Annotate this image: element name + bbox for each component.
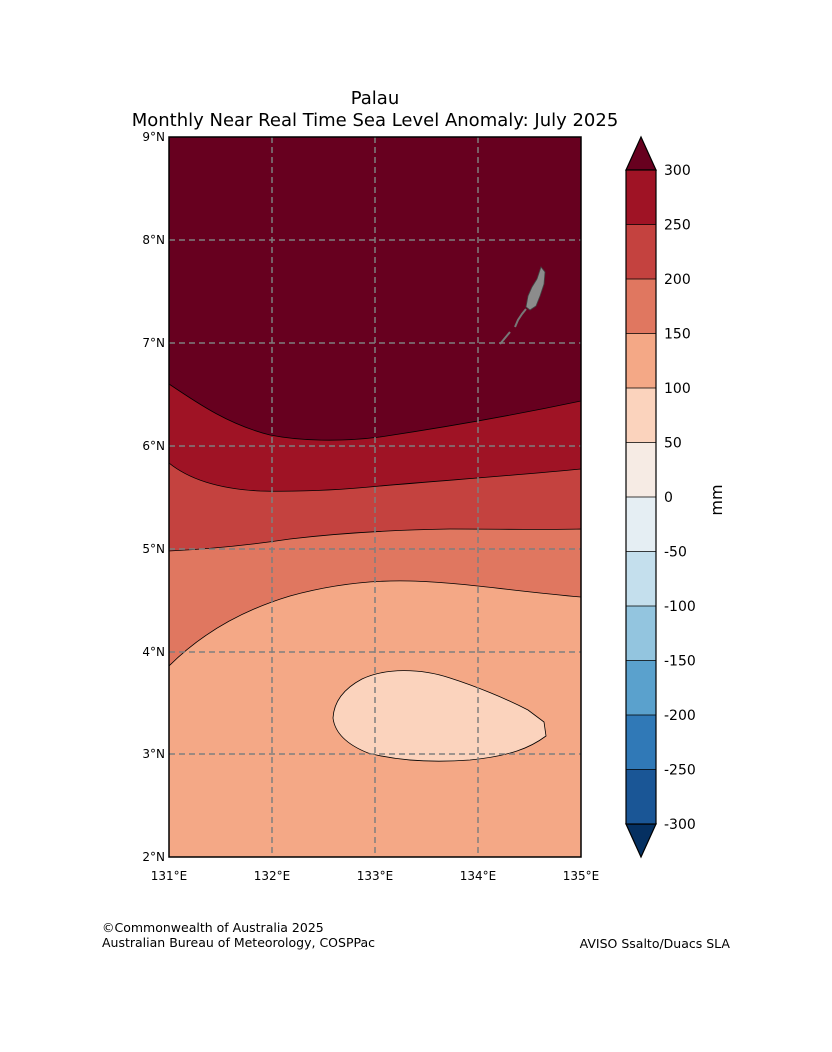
colorbar-segment [626, 333, 656, 389]
colorbar-segment [626, 769, 656, 825]
colorbar-tick-label: 300 [664, 163, 691, 179]
colorbar-tick-label: -200 [664, 708, 696, 724]
colorbar-tick-label: 50 [664, 436, 682, 452]
colorbar-tick-label: -100 [664, 599, 696, 615]
colorbar-tick-label: -250 [664, 763, 696, 779]
lat-tick-label: 3°N [142, 747, 165, 761]
colorbar-tick-label: 250 [664, 218, 691, 234]
lat-tick-label: 7°N [142, 336, 165, 350]
lat-tick-label: 2°N [142, 850, 165, 864]
lat-tick-labels: 9°N 8°N 7°N 6°N 5°N 4°N 3°N 2°N [142, 130, 165, 864]
palau-island-chain [499, 308, 527, 345]
colorbar-under-arrow [625, 823, 657, 859]
colorbar-segment [626, 279, 656, 334]
colorbar-tick-label: -300 [664, 817, 696, 833]
colorbar-tick-label: -50 [664, 545, 687, 561]
colorbar-segment [626, 224, 656, 280]
colorbar-tick-label: 200 [664, 272, 691, 288]
lon-tick-label: 135°E [563, 869, 600, 883]
map-subtitle: Monthly Near Real Time Sea Level Anomaly… [131, 110, 619, 131]
colorbar-segment [626, 715, 656, 770]
lat-tick-label: 9°N [142, 130, 165, 144]
palau-island-land [525, 266, 546, 311]
lat-tick-label: 6°N [142, 439, 165, 453]
credit-text: Australian Bureau of Meteorology, COSPPa… [102, 935, 375, 950]
colorbar-segment [626, 660, 656, 716]
copyright-text: ©Commonwealth of Australia 2025 [102, 920, 324, 935]
data-source-text: AVISO Ssalto/Duacs SLA [579, 936, 730, 951]
map-frame [168, 136, 582, 858]
lon-tick-labels: 131°E 132°E 133°E 134°E 135°E [151, 869, 600, 883]
colorbar: 300 250 200 150 100 50 0 -50 -100 -150 -200 -250 -30… [625, 135, 696, 859]
colorbar-segment [626, 497, 656, 552]
lat-tick-label: 8°N [142, 233, 165, 247]
lon-tick-label: 132°E [254, 869, 291, 883]
colorbar-segment [626, 606, 656, 661]
colorbar-tick-label: 150 [664, 327, 691, 343]
colorbar-segment [626, 551, 656, 607]
lon-tick-label: 133°E [357, 869, 394, 883]
colorbar-segment [626, 442, 656, 498]
lon-tick-label: 134°E [460, 869, 497, 883]
colorbar-over-arrow [625, 135, 657, 171]
colorbar-segment [626, 170, 656, 225]
lat-tick-label: 5°N [142, 542, 165, 556]
colorbar-unit-label: mm [707, 484, 726, 515]
grid-lines [169, 137, 581, 857]
lon-tick-label: 131°E [151, 869, 188, 883]
map-title: Palau [350, 88, 400, 109]
colorbar-frame [625, 169, 657, 825]
colorbar-tick-label: 100 [664, 381, 691, 397]
colorbar-tick-label: -150 [664, 654, 696, 670]
colorbar-tick-label: 0 [664, 490, 673, 506]
colorbar-segment [626, 388, 656, 443]
lat-tick-label: 4°N [142, 645, 165, 659]
